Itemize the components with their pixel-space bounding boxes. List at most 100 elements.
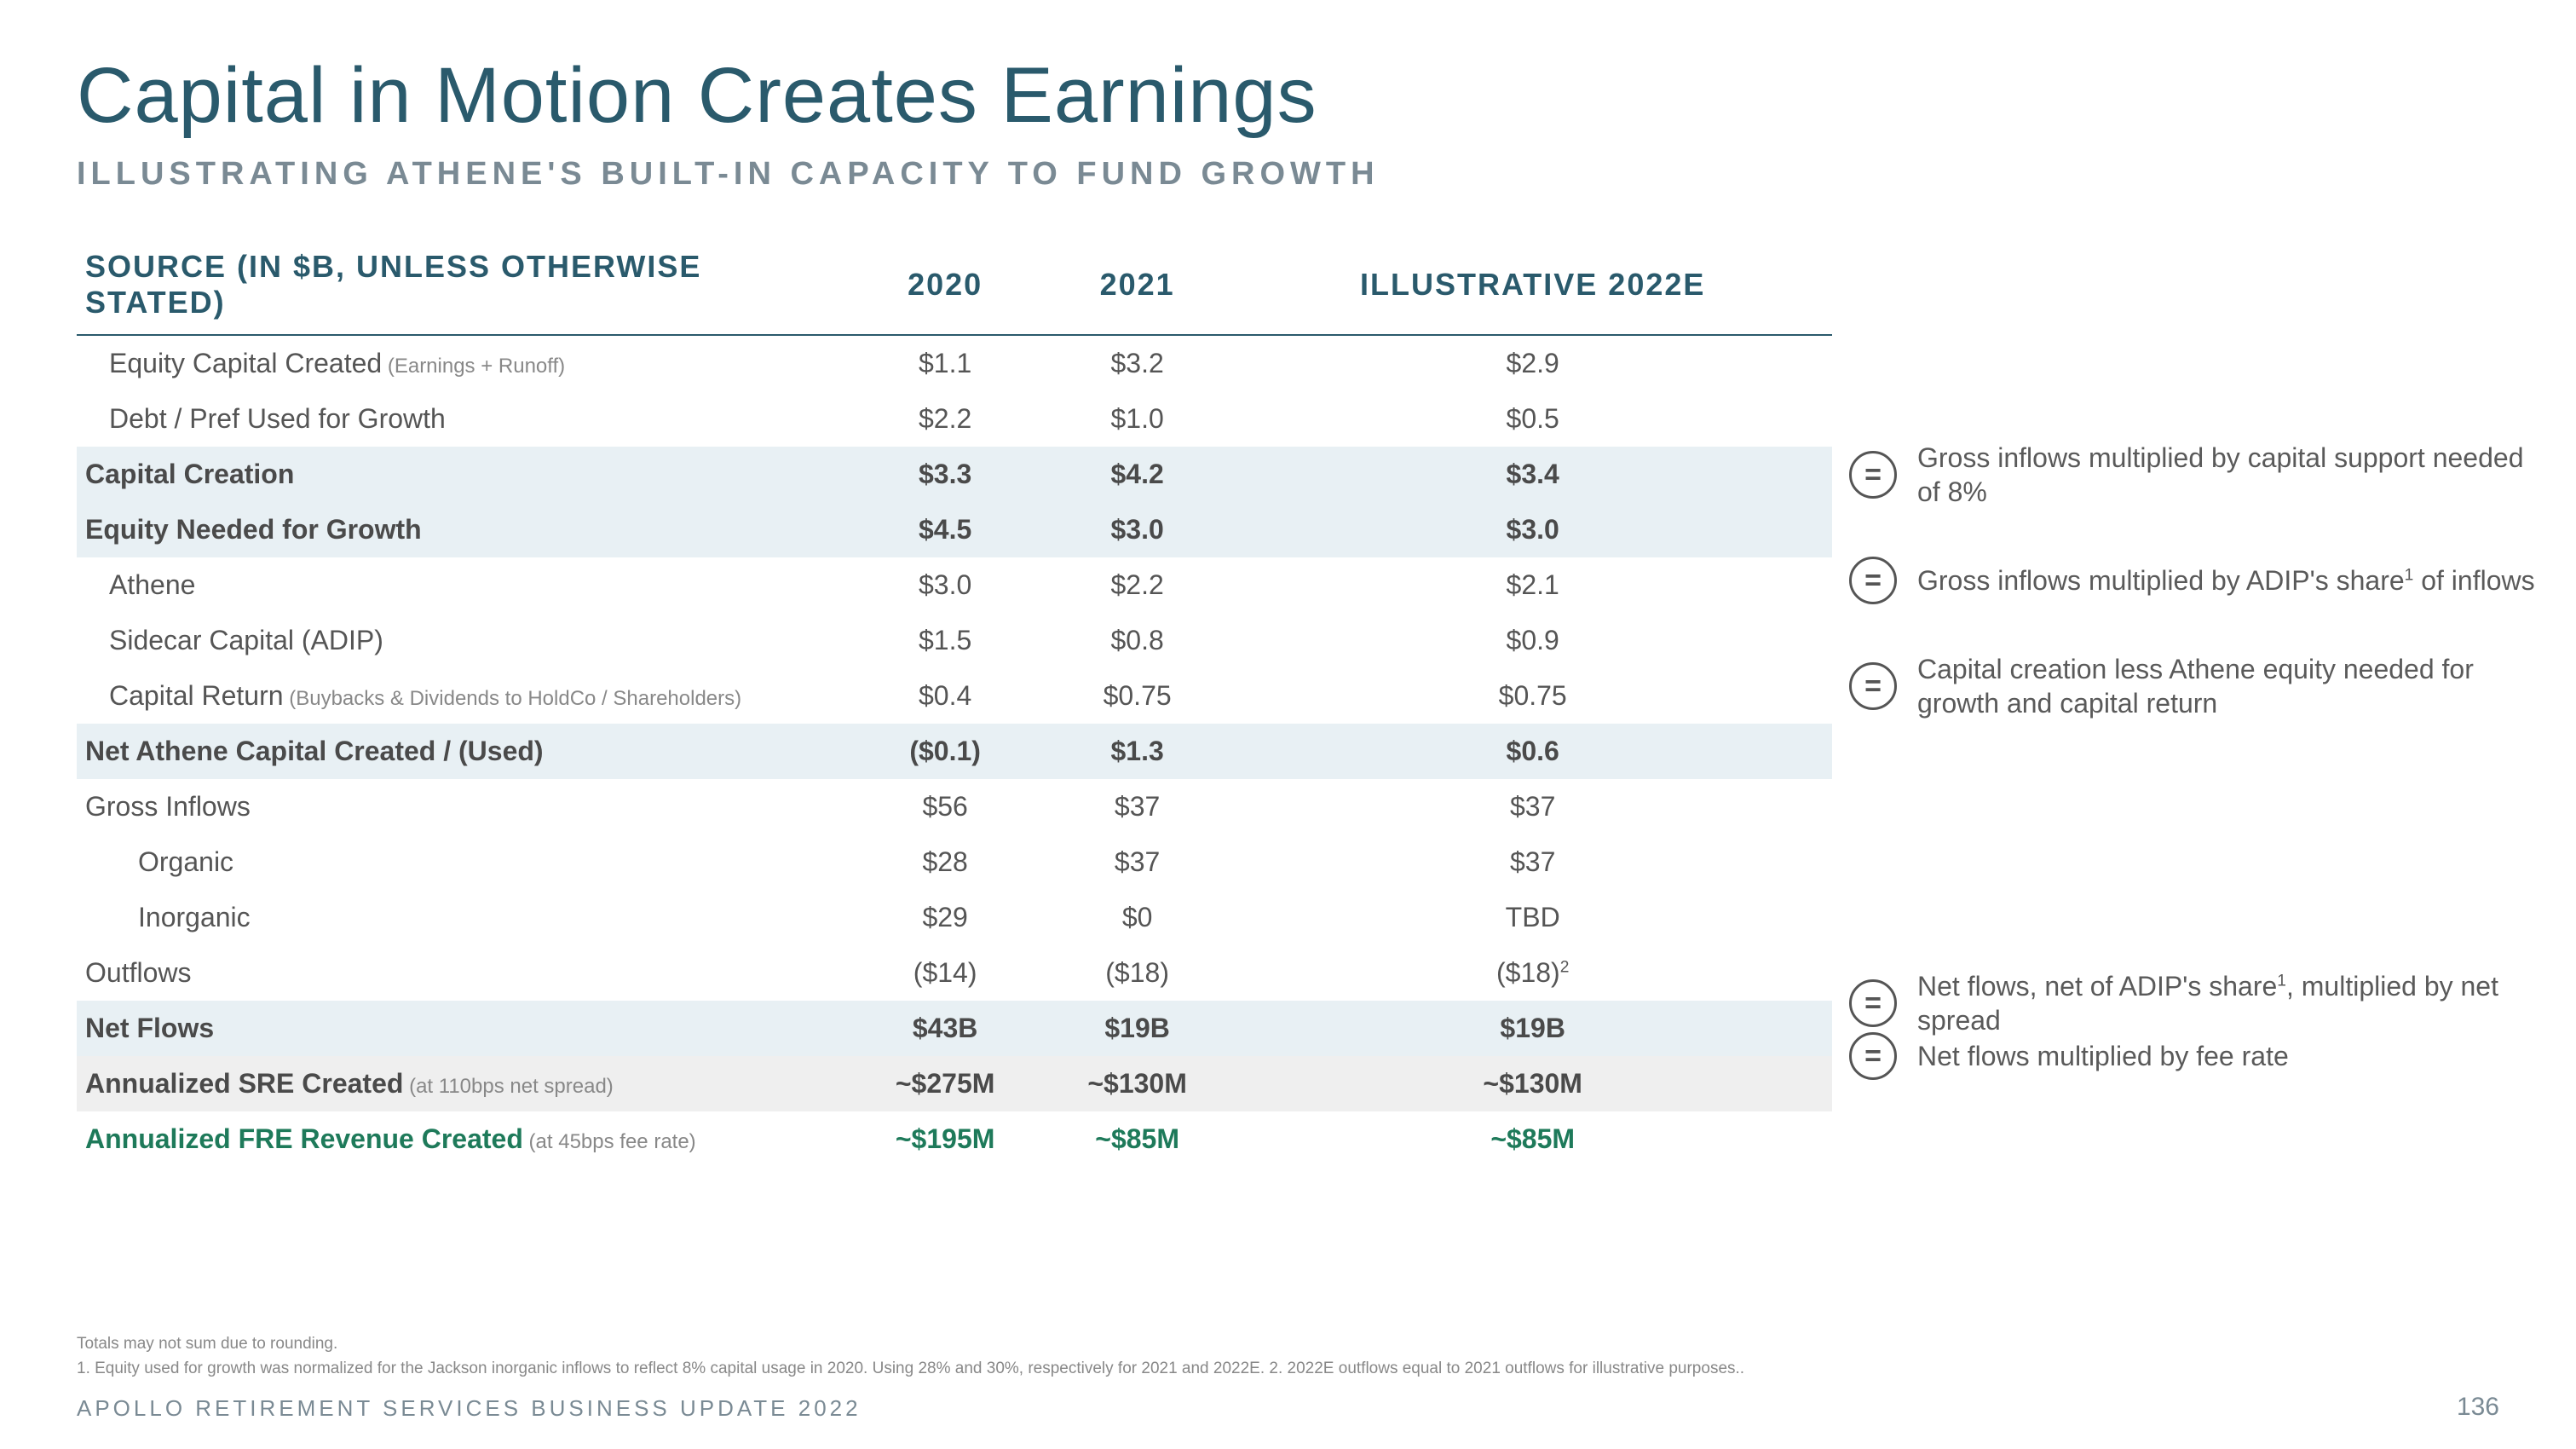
row-label: Debt / Pref Used for Growth xyxy=(77,391,849,447)
cell-value: $37 xyxy=(1233,779,1832,834)
equals-icon: = xyxy=(1849,1032,1897,1080)
financial-table: SOURCE (IN $B, UNLESS OTHERWISE STATED) … xyxy=(77,237,1832,1167)
cell-value: ~$85M xyxy=(1041,1111,1233,1167)
cell-value: $0.8 xyxy=(1041,613,1233,668)
table-row: Outflows($14)($18)($18)2 xyxy=(77,945,1832,1001)
cell-value: TBD xyxy=(1233,890,1832,945)
row-label-text: Inorganic xyxy=(138,902,251,932)
footer-text: APOLLO RETIREMENT SERVICES BUSINESS UPDA… xyxy=(77,1395,862,1422)
column-header-2021: 2021 xyxy=(1041,237,1233,335)
row-label-paren: (Earnings + Runoff) xyxy=(382,355,565,378)
annotation: = Gross inflows multiplied by ADIP's shar… xyxy=(1849,554,2535,607)
annotation: = Net flows multiplied by fee rate xyxy=(1849,1030,2289,1082)
cell-value: $3.0 xyxy=(1041,502,1233,557)
cell-value: $37 xyxy=(1233,834,1832,890)
row-label-text: Outflows xyxy=(85,957,191,988)
annotation: =Gross inflows multiplied by capital sup… xyxy=(1849,448,2539,501)
cell-value: ~$85M xyxy=(1233,1111,1832,1167)
annotation-text: Net flows multiplied by fee rate xyxy=(1917,1039,2289,1073)
row-label: Inorganic xyxy=(77,890,849,945)
row-label: Net Flows xyxy=(77,1001,849,1056)
annotation-text: Gross inflows multiplied by capital supp… xyxy=(1917,441,2539,509)
row-label: Capital Creation xyxy=(77,447,849,502)
cell-value: ~$130M xyxy=(1041,1056,1233,1111)
table-wrapper: SOURCE (IN $B, UNLESS OTHERWISE STATED) … xyxy=(77,237,1832,1167)
cell-value: $43B xyxy=(849,1001,1040,1056)
column-header-source: SOURCE (IN $B, UNLESS OTHERWISE STATED) xyxy=(77,237,849,335)
table-row: Annualized FRE Revenue Created (at 45bps… xyxy=(77,1111,1832,1167)
footnotes: Totals may not sum due to rounding. 1. E… xyxy=(77,1332,1744,1381)
cell-value: $3.4 xyxy=(1233,447,1832,502)
cell-value: $28 xyxy=(849,834,1040,890)
row-label-text: Net Athene Capital Created / (Used) xyxy=(85,736,544,766)
row-label: Sidecar Capital (ADIP) xyxy=(77,613,849,668)
annotation-text: Net flows, net of ADIP's share1, multipl… xyxy=(1917,969,2539,1037)
cell-value: ~$130M xyxy=(1233,1056,1832,1111)
footnote-line: 1. Equity used for growth was normalized… xyxy=(77,1357,1744,1382)
cell-value: $19B xyxy=(1233,1001,1832,1056)
cell-value: ~$195M xyxy=(849,1111,1040,1167)
cell-value: $0.75 xyxy=(1233,668,1832,724)
cell-value: $37 xyxy=(1041,779,1233,834)
cell-value: $4.2 xyxy=(1041,447,1233,502)
cell-value: $0.75 xyxy=(1041,668,1233,724)
cell-value: ($14) xyxy=(849,945,1040,1001)
cell-value: $3.0 xyxy=(849,557,1040,613)
table-row: Inorganic $29$0TBD xyxy=(77,890,1832,945)
cell-value: $1.1 xyxy=(849,335,1040,391)
page-number: 136 xyxy=(2457,1393,2499,1422)
table-row: Equity Capital Created (Earnings + Runof… xyxy=(77,335,1832,391)
row-label-paren: (Buybacks & Dividends to HoldCo / Shareh… xyxy=(284,687,742,710)
cell-value: $0.5 xyxy=(1233,391,1832,447)
cell-value: $2.2 xyxy=(1041,557,1233,613)
row-label-text: Equity Capital Created xyxy=(109,348,382,378)
table-row: Sidecar Capital (ADIP)$1.5$0.8$0.9 xyxy=(77,613,1832,668)
row-label-paren: (at 110bps net spread) xyxy=(403,1075,613,1098)
annotation-text: Capital creation less Athene equity need… xyxy=(1917,652,2539,720)
row-label-text: Annualized SRE Created xyxy=(85,1068,403,1099)
annotation: =Net flows, net of ADIP's share1, multip… xyxy=(1849,977,2539,1030)
cell-value: $3.2 xyxy=(1041,335,1233,391)
table-row: Gross Inflows$56$37$37 xyxy=(77,779,1832,834)
equals-icon: = xyxy=(1849,979,1897,1027)
row-label: Equity Needed for Growth xyxy=(77,502,849,557)
equals-icon: = xyxy=(1849,451,1897,499)
row-label-paren: (at 45bps fee rate) xyxy=(523,1130,696,1153)
slide-subtitle: ILLUSTRATING ATHENE'S BUILT-IN CAPACITY … xyxy=(77,156,2499,193)
row-label: Organic xyxy=(77,834,849,890)
cell-value: ($18) xyxy=(1041,945,1233,1001)
cell-value: $3.3 xyxy=(849,447,1040,502)
equals-icon: = xyxy=(1849,557,1897,604)
row-label: Outflows xyxy=(77,945,849,1001)
row-label-text: Equity Needed for Growth xyxy=(85,514,422,545)
column-header-2022e: ILLUSTRATIVE 2022E xyxy=(1233,237,1832,335)
slide: Capital in Motion Creates Earnings ILLUS… xyxy=(0,0,2576,1449)
cell-value: $2.9 xyxy=(1233,335,1832,391)
cell-value: $4.5 xyxy=(849,502,1040,557)
table-row: Organic$28$37$37 xyxy=(77,834,1832,890)
cell-value: $0 xyxy=(1041,890,1233,945)
row-label: Athene xyxy=(77,557,849,613)
table-header-row: SOURCE (IN $B, UNLESS OTHERWISE STATED) … xyxy=(77,237,1832,335)
cell-value: ~$275M xyxy=(849,1056,1040,1111)
annotation: =Capital creation less Athene equity nee… xyxy=(1849,660,2539,713)
annotation-text: Gross inflows multiplied by ADIP's share… xyxy=(1917,563,2535,597)
cell-value: $2.2 xyxy=(849,391,1040,447)
table-row: Debt / Pref Used for Growth$2.2$1.0$0.5 xyxy=(77,391,1832,447)
row-label: Annualized SRE Created (at 110bps net sp… xyxy=(77,1056,849,1111)
cell-value: $2.1 xyxy=(1233,557,1832,613)
cell-value: $29 xyxy=(849,890,1040,945)
row-label-text: Capital Creation xyxy=(85,459,294,489)
row-label: Equity Capital Created (Earnings + Runof… xyxy=(77,335,849,391)
column-header-2020: 2020 xyxy=(849,237,1040,335)
table-row: Athene$3.0$2.2$2.1 xyxy=(77,557,1832,613)
cell-value: $1.0 xyxy=(1041,391,1233,447)
cell-value: $0.6 xyxy=(1233,724,1832,779)
row-label-text: Net Flows xyxy=(85,1013,214,1043)
cell-value: $0.4 xyxy=(849,668,1040,724)
row-label-text: Sidecar Capital (ADIP) xyxy=(109,625,383,655)
table-row: Annualized SRE Created (at 110bps net sp… xyxy=(77,1056,1832,1111)
cell-value: ($0.1) xyxy=(849,724,1040,779)
table-row: Equity Needed for Growth$4.5$3.0$3.0 xyxy=(77,502,1832,557)
row-label: Gross Inflows xyxy=(77,779,849,834)
